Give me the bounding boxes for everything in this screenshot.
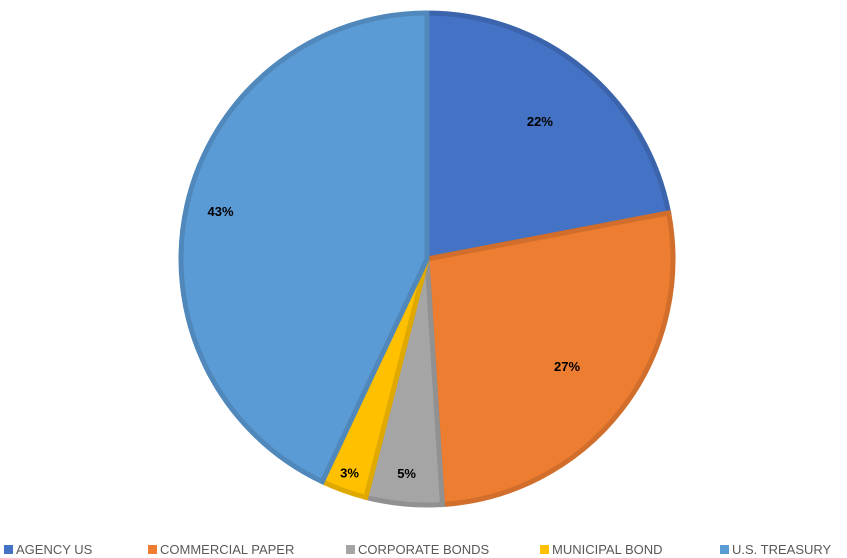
data-label-commercial-paper: 27% <box>554 359 580 374</box>
legend-swatch-corporate-bonds <box>346 544 355 554</box>
legend-swatch-municipal-bond <box>540 544 549 554</box>
pie-slice-commercial-paper <box>424 209 676 508</box>
pie-slice-u-s-treasury <box>178 10 430 485</box>
legend-label-commercial-paper: COMMERCIAL PAPER <box>160 541 295 557</box>
legend-item-municipal-bond: MUNICIPAL BOND <box>540 542 663 557</box>
data-label-corporate-bonds: 5% <box>397 466 416 481</box>
legend-swatch-commercial-paper <box>148 544 157 554</box>
legend-label-us-treasury: U.S. TREASURY <box>732 541 832 557</box>
legend-label-corporate-bonds: CORPORATE BONDS <box>358 541 490 557</box>
legend-label-agency-us: AGENCY US <box>16 541 93 557</box>
legend-swatch-agency-us <box>4 544 13 554</box>
legend-swatch-us-treasury <box>720 544 729 554</box>
pie-chart-svg: 22% 27% 5% 3% 43% <box>178 10 676 508</box>
legend-item-agency-us: AGENCY US <box>4 542 92 557</box>
legend-item-commercial-paper: COMMERCIAL PAPER <box>148 542 294 557</box>
data-label-u-s-treasury: 43% <box>207 204 233 219</box>
legend-item-corporate-bonds: CORPORATE BONDS <box>346 542 489 557</box>
legend-label-municipal-bond: MUNICIPAL BOND <box>552 541 663 557</box>
data-label-agency-us: 22% <box>527 114 553 129</box>
pie-slice-agency-us <box>424 10 672 263</box>
legend-item-us-treasury: U.S. TREASURY <box>720 542 831 557</box>
chart-legend: AGENCY US COMMERCIAL PAPER CORPORATE BON… <box>0 540 847 558</box>
data-label-municipal-bond: 3% <box>340 466 359 481</box>
